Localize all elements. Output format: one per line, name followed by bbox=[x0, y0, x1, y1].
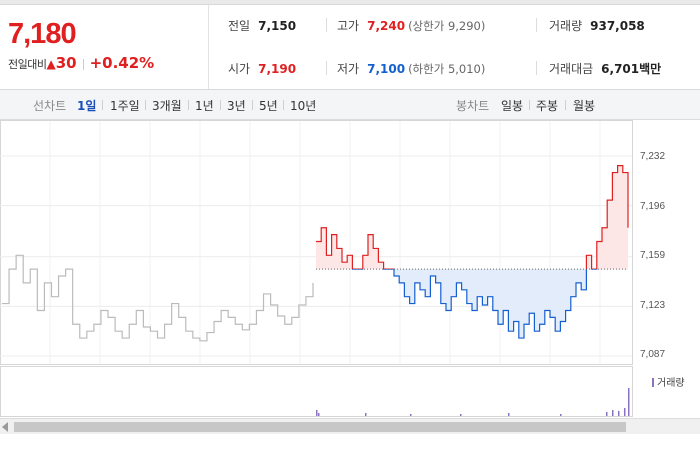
stat-label: 시가 bbox=[228, 62, 251, 76]
price-box: 7,180 전일대비▲30 +0.42% bbox=[0, 5, 209, 89]
series-line-prev-day bbox=[2, 254, 314, 342]
y-tick-label: 7,159 bbox=[640, 250, 666, 261]
legend-swatch bbox=[652, 378, 654, 387]
divider bbox=[252, 100, 253, 110]
plot-frame bbox=[0, 120, 633, 365]
tab-1year[interactable]: 1년 bbox=[195, 99, 214, 113]
tab-1week[interactable]: 1주일 bbox=[110, 99, 140, 113]
stat-label: 저가 bbox=[337, 62, 360, 76]
legend-label: 거래량 bbox=[657, 378, 685, 389]
intraday-chart: 7,232 7,196 7,159 7,123 7,087 거래량 bbox=[0, 120, 700, 450]
stat-value: 937,058 bbox=[590, 19, 645, 33]
change-value: 30 bbox=[55, 54, 77, 72]
divider bbox=[145, 100, 146, 110]
area-fill-down bbox=[316, 165, 628, 339]
divider bbox=[529, 100, 530, 110]
stat-open: 시가 7,190 bbox=[228, 60, 296, 77]
volume-bar bbox=[612, 410, 614, 416]
stat-prev-close: 전일 7,150 bbox=[228, 17, 296, 34]
tab-10year[interactable]: 10년 bbox=[290, 99, 317, 113]
volume-bar bbox=[365, 413, 367, 416]
y-tick-label: 7,196 bbox=[640, 201, 666, 212]
volume-bar bbox=[508, 413, 510, 416]
stat-label: 거래대금 bbox=[549, 62, 594, 76]
volume-bar bbox=[606, 412, 608, 416]
volume-legend: 거래량 bbox=[652, 374, 685, 389]
volume-bar bbox=[624, 408, 626, 416]
stat-label: 고가 bbox=[337, 19, 360, 33]
stat-high: 고가 7,240 (상한가 9,290) bbox=[337, 17, 485, 34]
divider bbox=[536, 18, 537, 32]
tab-1day[interactable]: 1일 bbox=[77, 99, 97, 113]
stat-label: 전일 bbox=[228, 19, 251, 33]
tab-3month[interactable]: 3개월 bbox=[152, 99, 182, 113]
tab-weekly-candle[interactable]: 주봉 bbox=[536, 99, 559, 113]
stat-value: 6,701 bbox=[601, 62, 640, 76]
lower-limit: (하한가 5,010) bbox=[408, 62, 486, 76]
tab-daily-candle[interactable]: 일봉 bbox=[501, 99, 524, 113]
volume-bar bbox=[618, 411, 620, 416]
line-chart-label: 선차트 bbox=[33, 99, 67, 113]
divider bbox=[326, 18, 327, 32]
series-line-down bbox=[351, 269, 598, 339]
candle-chart-label: 봉차트 bbox=[456, 99, 490, 113]
current-price: 7,180 bbox=[8, 18, 77, 50]
bottom-strip bbox=[0, 434, 700, 450]
series-line-up bbox=[316, 165, 629, 270]
stat-value: 7,100 bbox=[367, 62, 406, 76]
chart-canvas bbox=[0, 120, 633, 417]
scroll-left-icon[interactable] bbox=[2, 422, 8, 432]
divider bbox=[536, 61, 537, 75]
stat-unit: 백만 bbox=[639, 62, 662, 76]
volume-frame bbox=[0, 366, 633, 417]
quote-header: 7,180 전일대비▲30 +0.42% 전일 7,150 시가 7,190 고가 7,… bbox=[0, 5, 700, 90]
chart-tabs: 선차트 1일 1주일 3개월 1년 3년 5년 10년 봉차트 일봉 주봉 월봉 bbox=[0, 90, 700, 120]
change-label: 전일대비 bbox=[8, 58, 47, 71]
divider bbox=[283, 100, 284, 110]
divider bbox=[102, 100, 103, 110]
area-fill-up bbox=[316, 165, 628, 270]
tab-5year[interactable]: 5년 bbox=[259, 99, 278, 113]
volume-bar bbox=[628, 388, 630, 416]
triangle-up-icon: ▲ bbox=[46, 57, 56, 71]
divider bbox=[188, 100, 189, 110]
volume-bar bbox=[560, 414, 562, 416]
stat-low: 저가 7,100 (하한가 5,010) bbox=[337, 60, 485, 77]
price-change: 전일대비▲30 +0.42% bbox=[8, 54, 154, 72]
scroll-thumb[interactable] bbox=[14, 422, 626, 432]
divider bbox=[565, 100, 566, 110]
upper-limit: (상한가 9,290) bbox=[408, 19, 486, 33]
stat-value: 7,240 bbox=[367, 19, 406, 33]
volume-bar bbox=[410, 414, 412, 416]
stat-value: 7,150 bbox=[258, 19, 297, 33]
tab-monthly-candle[interactable]: 월봉 bbox=[573, 99, 596, 113]
stat-volume: 거래량 937,058 bbox=[549, 17, 645, 34]
stat-label: 거래량 bbox=[549, 19, 583, 33]
stat-value: 7,190 bbox=[258, 62, 297, 76]
y-tick-label: 7,232 bbox=[640, 151, 666, 162]
y-tick-label: 7,087 bbox=[640, 349, 666, 360]
tab-3year[interactable]: 3년 bbox=[227, 99, 246, 113]
volume-bar bbox=[316, 410, 318, 416]
divider bbox=[326, 61, 327, 75]
volume-bar bbox=[460, 414, 462, 416]
divider bbox=[220, 100, 221, 110]
y-tick-label: 7,123 bbox=[640, 300, 666, 311]
stat-amount: 거래대금 6,701백만 bbox=[549, 60, 661, 77]
divider bbox=[82, 59, 84, 70]
change-percent: +0.42% bbox=[89, 54, 155, 72]
chart-scrollbar[interactable] bbox=[0, 418, 700, 435]
top-border bbox=[0, 0, 700, 5]
volume-bar bbox=[318, 413, 320, 416]
